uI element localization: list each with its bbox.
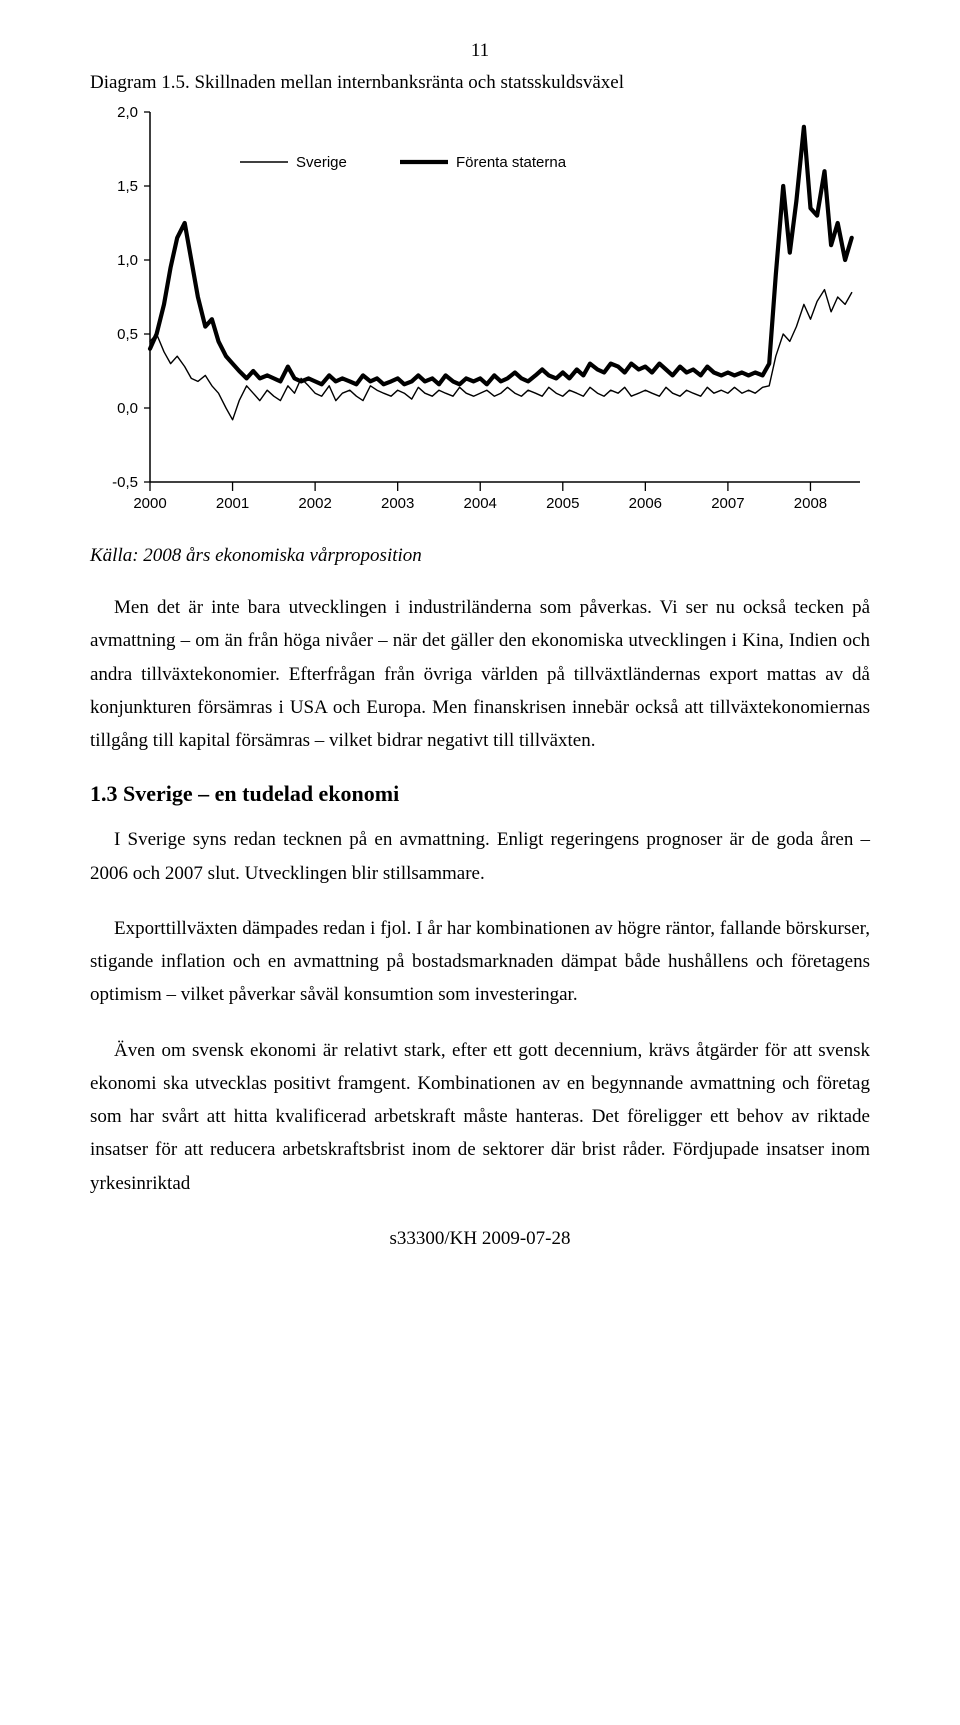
chart-source: Källa: 2008 års ekonomiska vårpropositio… — [90, 545, 870, 567]
page-number: 11 — [90, 40, 870, 62]
interbank-spread-chart: -0,5 0,0 0,5 1,0 1,5 2,0 2000 2001 2002 2003 2004 2… — [90, 102, 870, 522]
svg-text:2003: 2003 — [381, 495, 414, 512]
svg-text:Förenta staterna: Förenta staterna — [456, 154, 567, 171]
svg-text:-0,5: -0,5 — [112, 474, 138, 491]
svg-text:1,5: 1,5 — [117, 178, 138, 195]
svg-text:2002: 2002 — [298, 495, 331, 512]
svg-text:2005: 2005 — [546, 495, 579, 512]
paragraph-2a: I Sverige syns redan tecknen på en avmat… — [90, 823, 870, 890]
chart-caption: Diagram 1.5. Skillnaden mellan internban… — [90, 72, 870, 94]
svg-text:2,0: 2,0 — [117, 104, 138, 121]
svg-text:2006: 2006 — [629, 495, 662, 512]
svg-text:2004: 2004 — [464, 495, 497, 512]
svg-text:Sverige: Sverige — [296, 154, 347, 171]
svg-text:2000: 2000 — [133, 495, 166, 512]
svg-text:2008: 2008 — [794, 495, 827, 512]
paragraph-2c: Även om svensk ekonomi är relativt stark… — [90, 1034, 870, 1200]
svg-text:1,0: 1,0 — [117, 252, 138, 269]
section-heading: 1.3 Sverige – en tudelad ekonomi — [90, 781, 870, 807]
svg-text:0,0: 0,0 — [117, 400, 138, 417]
svg-text:2007: 2007 — [711, 495, 744, 512]
svg-text:0,5: 0,5 — [117, 326, 138, 343]
paragraph-1: Men det är inte bara utvecklingen i indu… — [90, 591, 870, 757]
svg-text:2001: 2001 — [216, 495, 249, 512]
paragraph-2b: Exporttillväxten dämpades redan i fjol. … — [90, 912, 870, 1012]
footer: s33300/KH 2009-07-28 — [90, 1228, 870, 1250]
